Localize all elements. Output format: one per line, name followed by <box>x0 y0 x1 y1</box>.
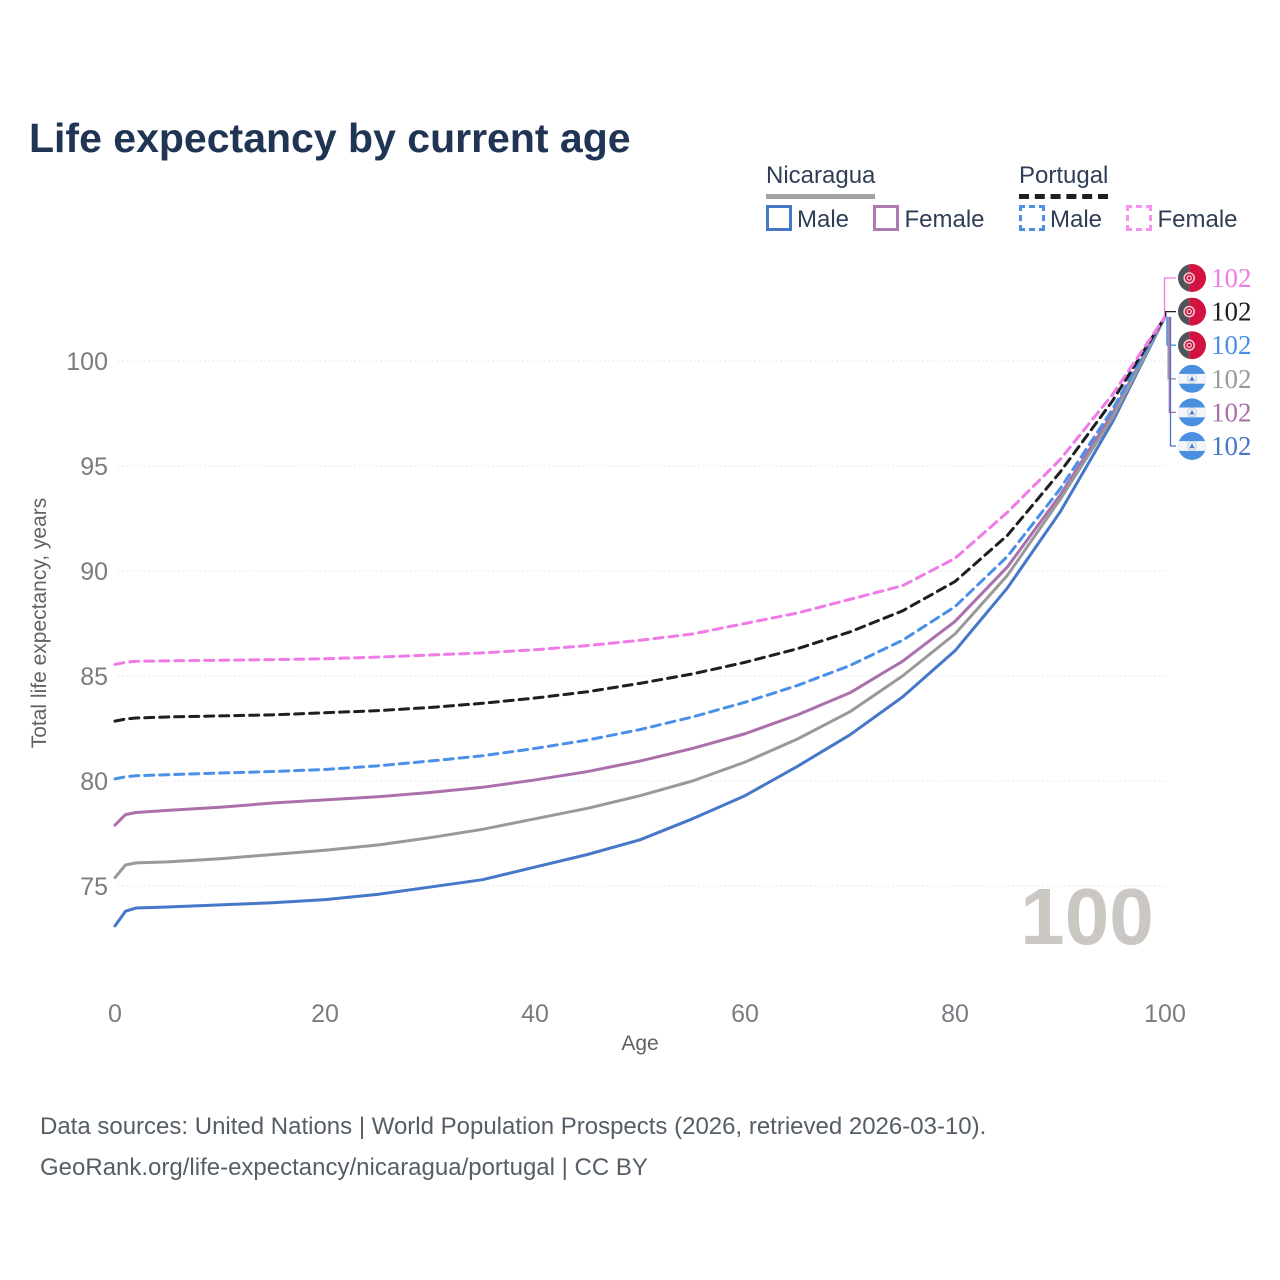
portugal-flag-icon <box>1178 264 1206 292</box>
portugal-flag-icon <box>1178 331 1206 360</box>
end-label-portugal-female: 102 <box>1178 263 1252 293</box>
y-axis-title: Total life expectancy, years <box>28 498 51 749</box>
end-label-value: 102 <box>1211 263 1252 293</box>
legend-item-label: Female <box>1157 206 1238 233</box>
nicaragua-male-swatch <box>766 205 792 231</box>
end-label-value: 102 <box>1211 297 1252 327</box>
y-tick-label: 90 <box>80 558 108 586</box>
portugal-male-swatch <box>1019 205 1045 231</box>
portugal-female-swatch <box>1126 205 1153 231</box>
nicaragua-flag-icon <box>1178 398 1206 427</box>
series-line-nicaragua-male <box>113 315 1167 928</box>
x-tick-label: 0 <box>108 1000 122 1028</box>
watermark: 100 <box>1020 872 1153 961</box>
legend-item-portugal-female[interactable]: Female <box>1126 205 1238 234</box>
footer-data-sources: Data sources: United Nations | World Pop… <box>40 1113 987 1140</box>
end-label-connector <box>1165 310 1176 317</box>
x-axis-title: Age <box>621 1032 658 1055</box>
end-label-value: 102 <box>1211 364 1252 394</box>
end-label-portugal-male: 102 <box>1178 330 1252 360</box>
end-label-value: 102 <box>1211 330 1252 360</box>
end-label-connector <box>1166 316 1176 346</box>
series-line-portugal-both-sexes <box>113 315 1167 723</box>
end-label-nicaragua-female: 102 <box>1178 397 1252 427</box>
end-label-connector <box>1163 277 1176 317</box>
y-tick-label: 100 <box>66 348 108 376</box>
legend-item-nicaragua-male[interactable]: Male <box>766 205 849 234</box>
page-title: Life expectancy by current age <box>29 115 631 162</box>
y-tick-label: 85 <box>80 663 108 691</box>
end-label-value: 102 <box>1211 431 1252 461</box>
x-tick-label: 80 <box>941 1000 969 1028</box>
x-tick-label: 40 <box>521 1000 549 1028</box>
footer: Data sources: United Nations | World Pop… <box>40 1106 986 1188</box>
legend-item-label: Male <box>1050 206 1103 233</box>
end-label-portugal-both-sexes: 102 <box>1178 297 1252 327</box>
legend-group-portugal: Portugal Male Female <box>1019 162 1258 234</box>
legend-item-label: Female <box>904 206 985 233</box>
x-tick-label: 60 <box>731 1000 759 1028</box>
nicaragua-female-swatch <box>873 205 900 231</box>
legend-country-portugal[interactable]: Portugal <box>1019 162 1109 199</box>
end-label-connector <box>1167 316 1176 380</box>
end-label-value: 102 <box>1211 397 1252 427</box>
legend-item-portugal-male[interactable]: Male <box>1019 205 1102 234</box>
end-label-connector <box>1169 316 1176 447</box>
series-line-portugal-female <box>113 315 1167 666</box>
end-label-nicaragua-male: 102 <box>1178 431 1252 461</box>
legend-item-label: Male <box>797 206 850 233</box>
nicaragua-flag-icon <box>1178 364 1206 393</box>
y-tick-label: 80 <box>80 768 108 796</box>
y-tick-label: 95 <box>80 453 108 481</box>
legend-group-nicaragua: Nicaragua Male Female <box>766 162 1005 234</box>
x-tick-label: 100 <box>1144 1000 1186 1028</box>
footer-attribution: GeoRank.org/life-expectancy/nicaragua/po… <box>40 1154 648 1181</box>
series-line-nicaragua-both-sexes <box>113 315 1167 880</box>
y-tick-label: 75 <box>80 873 108 901</box>
portugal-flag-icon <box>1178 297 1206 326</box>
end-label-nicaragua-both-sexes: 102 <box>1178 364 1252 394</box>
series-line-nicaragua-female <box>113 315 1167 827</box>
x-tick-label: 20 <box>311 1000 339 1028</box>
nicaragua-flag-icon <box>1178 432 1206 460</box>
legend-item-nicaragua-female[interactable]: Female <box>873 205 985 234</box>
series-line-portugal-male <box>113 315 1167 781</box>
legend-country-nicaragua[interactable]: Nicaragua <box>766 162 876 199</box>
end-label-connector <box>1168 316 1176 414</box>
